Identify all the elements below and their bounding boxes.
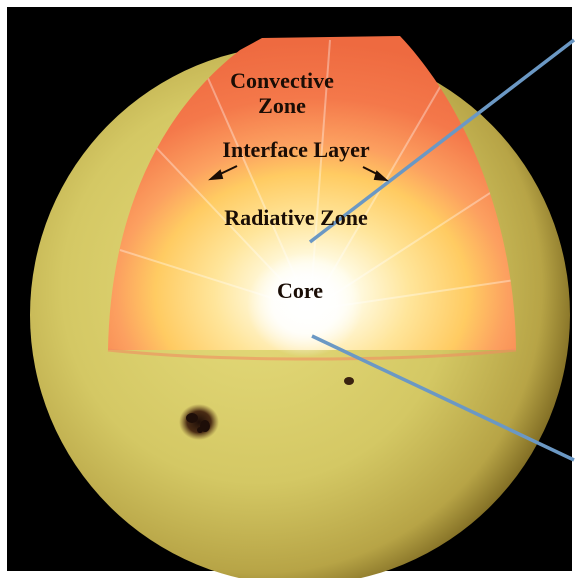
pointer-line-lower [311, 334, 575, 462]
interface-layer-label: Interface Layer [222, 137, 370, 162]
cutaway-wedge [108, 36, 516, 350]
core-glow [247, 253, 363, 357]
radiative-zone-label: Radiative Zone [224, 205, 368, 230]
convective-zone-label: Convective Zone [222, 68, 342, 119]
core-label: Core [276, 278, 324, 303]
convective-zone-label-line1: Convective [230, 68, 334, 93]
convective-zone-label-line2: Zone [258, 93, 306, 119]
cut-face-edge [107, 348, 517, 361]
sunspot-small [344, 377, 354, 385]
arrow-down-right-icon [362, 166, 389, 182]
sunspot-group [179, 404, 219, 440]
pointer-line-upper [308, 38, 576, 244]
arrow-down-left-icon [208, 165, 238, 181]
